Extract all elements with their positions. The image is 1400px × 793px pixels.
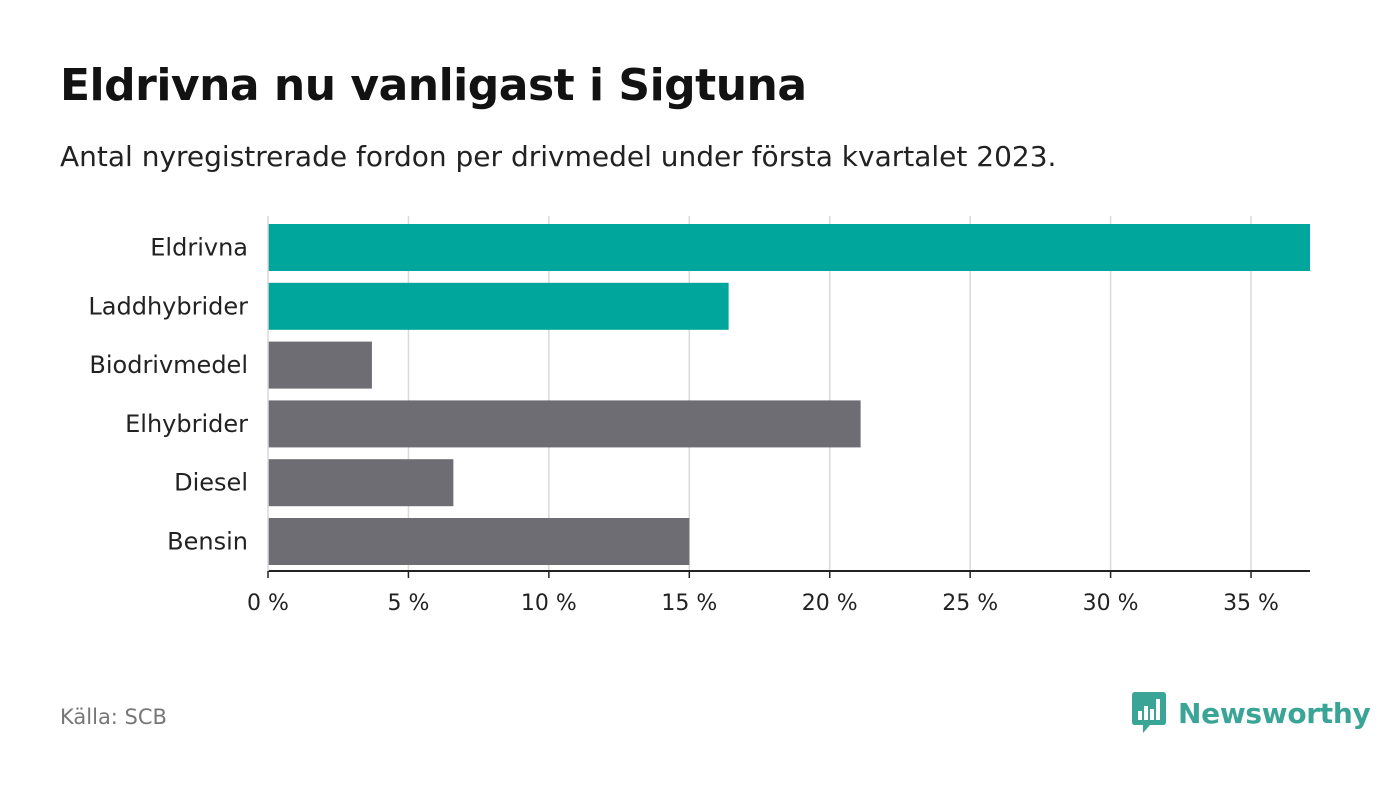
source-note: Källa: SCB bbox=[60, 705, 167, 729]
category-label: Eldrivna bbox=[150, 234, 248, 262]
brand-name: Newsworthy bbox=[1178, 696, 1371, 730]
category-label: Bensin bbox=[167, 528, 248, 556]
bars bbox=[268, 224, 1310, 565]
x-tick-label: 15 % bbox=[661, 591, 717, 616]
category-label: Biodrivmedel bbox=[89, 351, 248, 379]
x-tick-label: 10 % bbox=[521, 591, 577, 616]
bar-biodrivmedel bbox=[268, 341, 372, 389]
brand-logo: Newsworthy bbox=[1132, 692, 1371, 734]
bar-bensin bbox=[268, 518, 690, 565]
bar-laddhybrider bbox=[268, 282, 729, 330]
x-tick-label: 20 % bbox=[802, 591, 858, 616]
category-labels: Eldrivna Laddhybrider Biodrivmedel Elhybrid… bbox=[88, 234, 248, 556]
bar-eldrivna bbox=[268, 224, 1310, 271]
chart-title: Eldrivna nu vanligast i Sigtuna bbox=[60, 60, 807, 111]
gridlines bbox=[407, 216, 1252, 571]
bar-chart-speech-bubble-icon bbox=[1132, 692, 1166, 733]
x-tick-label: 30 % bbox=[1083, 591, 1139, 616]
category-label: Diesel bbox=[174, 469, 248, 497]
x-tick-label: 5 % bbox=[387, 591, 429, 616]
bar-elhybrider bbox=[268, 400, 861, 448]
x-axis: 0 % 5 % 10 % 15 % 20 % 25 % 30 % 35 % bbox=[247, 216, 1310, 616]
x-tick-label: 35 % bbox=[1223, 591, 1279, 616]
x-tick-label: 0 % bbox=[247, 591, 289, 616]
category-label: Laddhybrider bbox=[88, 292, 248, 320]
category-label: Elhybrider bbox=[125, 410, 248, 438]
bar-diesel bbox=[268, 459, 454, 507]
chart-subtitle: Antal nyregistrerade fordon per drivmede… bbox=[60, 140, 1057, 173]
x-tick-label: 25 % bbox=[942, 591, 998, 616]
